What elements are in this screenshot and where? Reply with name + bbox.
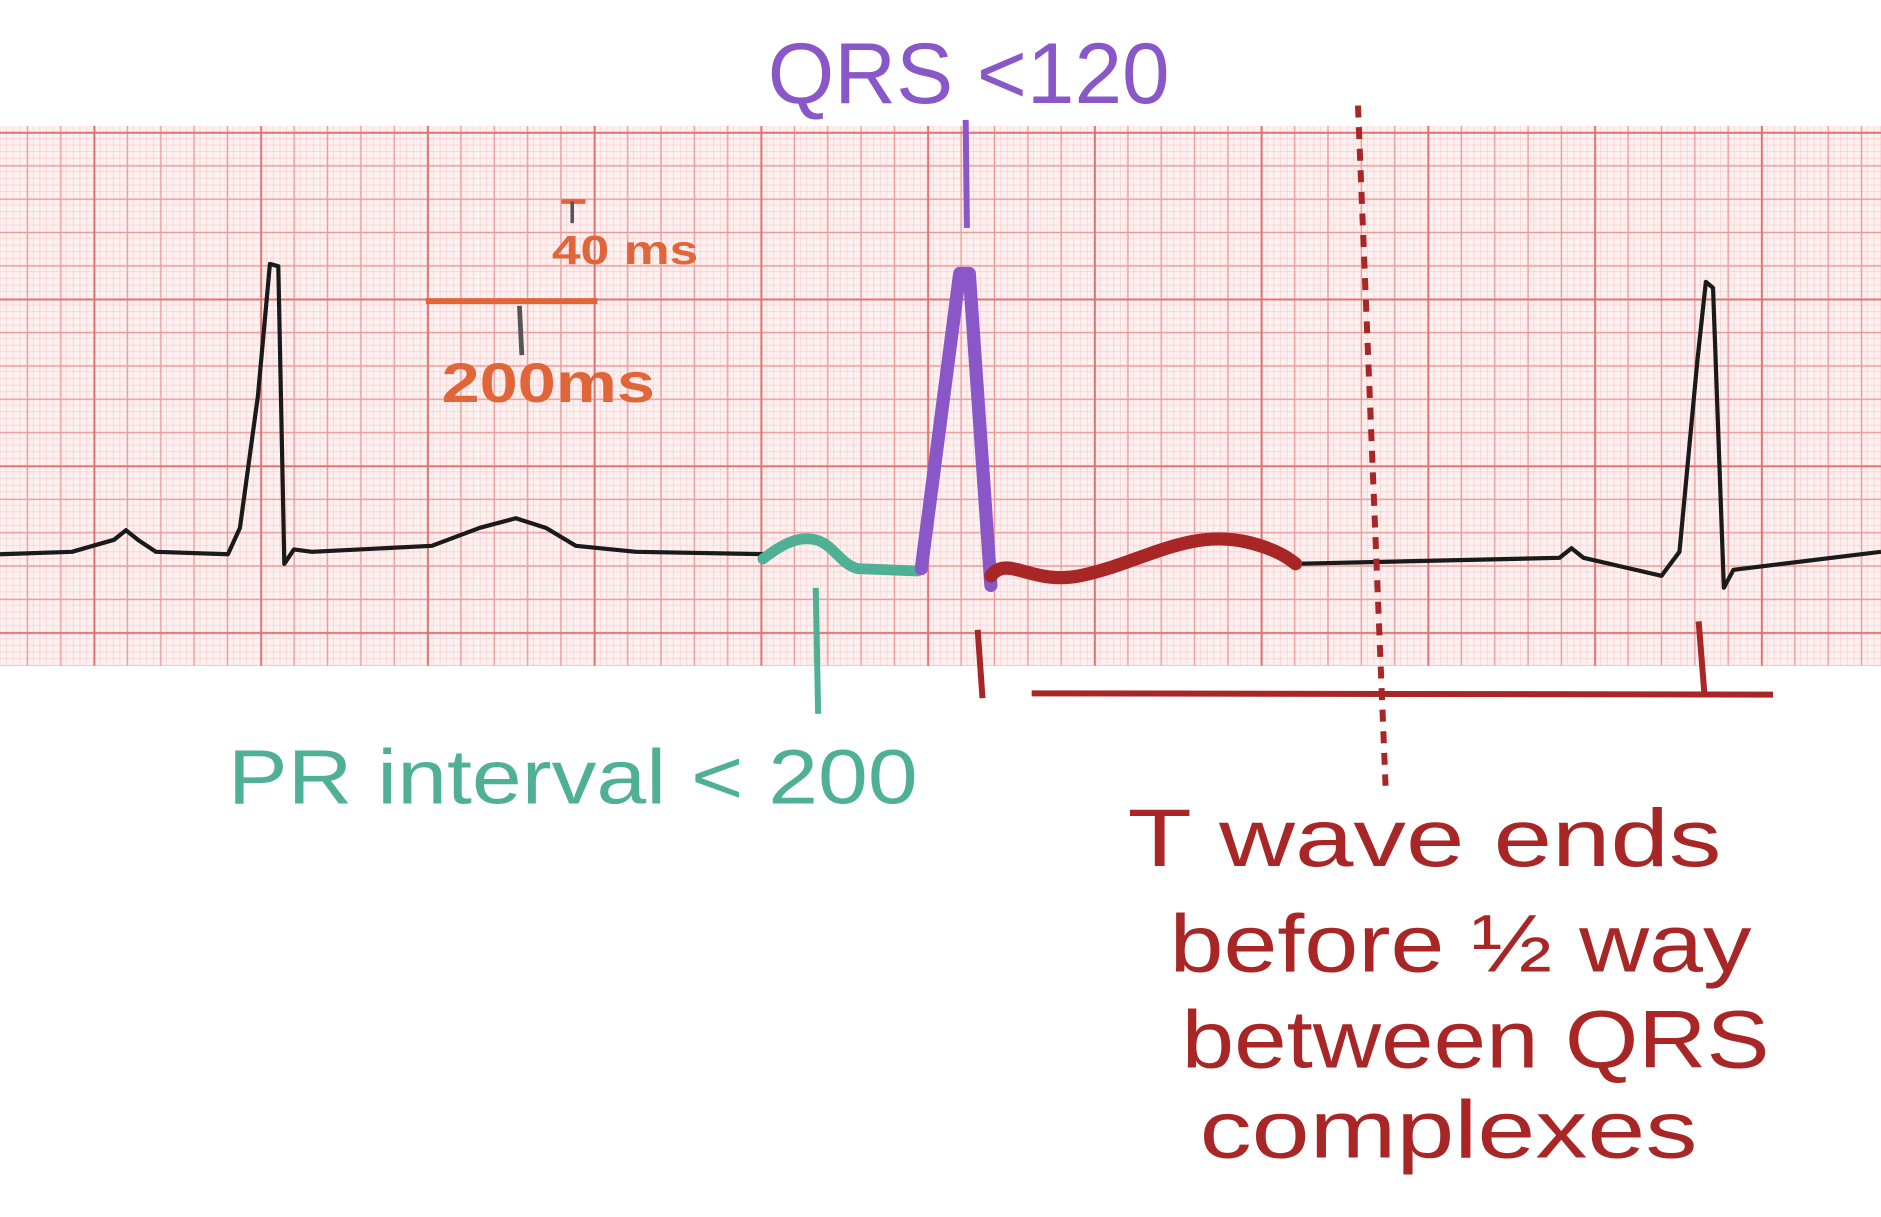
scale-large-label: 200ms [441, 352, 655, 414]
t-wave [984, 532, 1303, 585]
rr-markers [974, 105, 1774, 786]
qrs-complex [914, 266, 998, 593]
scale-ruler [425, 199, 598, 356]
qrs-marker [962, 119, 970, 228]
t-wave-line: T wave ends [1128, 793, 1722, 884]
pr-marker [812, 587, 822, 714]
t-wave-note: T wave ends before ½ way between QRS com… [1128, 793, 1770, 1176]
scale-small-label: 40 ms [552, 227, 698, 273]
t-wave-line: between QRS [1182, 995, 1770, 1086]
t-wave-line: before ½ way [1170, 899, 1752, 990]
pr-segment [757, 533, 924, 577]
t-wave-line: complexes [1200, 1085, 1698, 1176]
qrs-label: QRS <120 [768, 26, 1170, 122]
pr-label: PR interval < 200 [228, 736, 918, 821]
